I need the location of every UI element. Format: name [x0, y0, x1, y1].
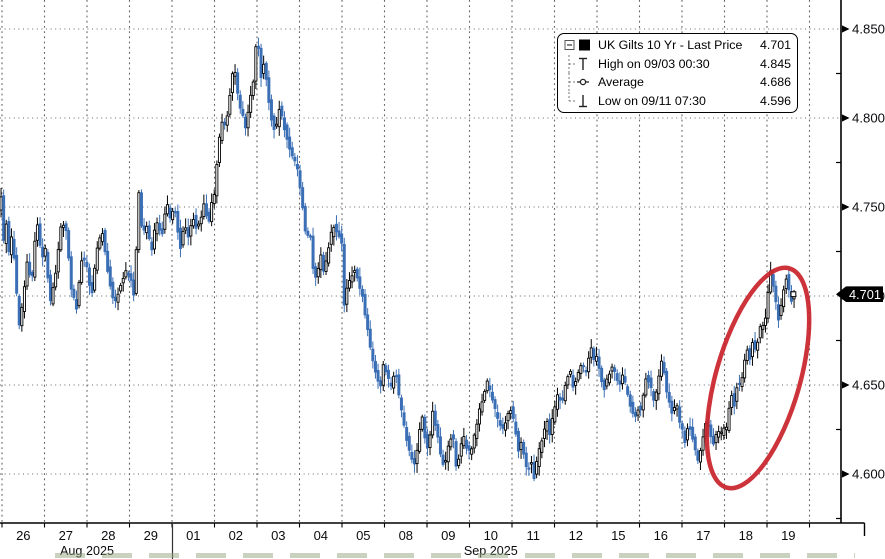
svg-text:01: 01	[186, 528, 200, 543]
average-marker-icon	[568, 73, 589, 92]
axes	[0, 0, 866, 536]
legend-row-average: Average 4.686	[562, 73, 791, 92]
svg-text:28: 28	[101, 528, 115, 543]
y-tick-arrow-icon	[842, 203, 850, 211]
legend-last-price-value: 4.701	[759, 38, 791, 53]
legend-average-label: Average	[598, 75, 644, 90]
legend-box: UK Gilts 10 Yr - Last Price 4.701 High o…	[557, 33, 798, 113]
svg-text:17: 17	[696, 528, 710, 543]
svg-text:03: 03	[271, 528, 285, 543]
candlestick-series	[0, 37, 797, 482]
last-price-badge: 4.701	[836, 286, 883, 302]
legend-series-label: UK Gilts 10 Yr - Last Price	[598, 38, 743, 53]
svg-text:11: 11	[527, 528, 541, 543]
svg-text:10: 10	[484, 528, 498, 543]
svg-text:09: 09	[441, 528, 455, 543]
svg-text:12: 12	[569, 528, 583, 543]
day-gridlines	[1, 0, 811, 523]
legend-row-low: Low on 09/11 07:30 4.596	[562, 91, 791, 110]
highlight-ellipse-annotation	[704, 265, 812, 491]
svg-text:05: 05	[356, 528, 370, 543]
svg-text:4.650: 4.650	[852, 378, 885, 393]
high-marker-icon	[568, 54, 587, 73]
tree-toggle-and-swatch-icon	[564, 39, 590, 51]
svg-text:16: 16	[654, 528, 668, 543]
legend-low-value: 4.596	[759, 93, 791, 108]
svg-text:04: 04	[314, 528, 328, 543]
svg-text:29: 29	[144, 528, 158, 543]
svg-text:26: 26	[16, 528, 30, 543]
legend-row-last-price: UK Gilts 10 Yr - Last Price 4.701	[562, 36, 791, 54]
legend-row-high: High on 09/03 00:30 4.845	[562, 54, 791, 73]
svg-text:4.850: 4.850	[852, 22, 885, 37]
svg-text:4.701: 4.701	[849, 287, 881, 302]
y-tick-arrow-icon	[842, 25, 850, 33]
y-tick-arrow-icon	[842, 470, 850, 478]
series-swatch-icon	[579, 39, 590, 51]
svg-text:4.800: 4.800	[852, 111, 885, 126]
low-marker-icon	[568, 91, 587, 107]
svg-text:4.750: 4.750	[852, 200, 885, 215]
y-tick-arrow-icon	[842, 114, 850, 122]
legend-high-value: 4.845	[759, 56, 791, 71]
legend-low-label: Low on 09/11 07:30	[598, 93, 706, 108]
svg-text:4.600: 4.600	[852, 467, 885, 482]
legend-high-label: High on 09/03 00:30	[598, 56, 710, 71]
svg-text:08: 08	[399, 528, 413, 543]
bottom-edge-artifact	[55, 553, 855, 558]
last-trade-marker	[790, 291, 797, 298]
svg-text:19: 19	[781, 528, 795, 543]
svg-text:15: 15	[611, 528, 625, 543]
svg-text:18: 18	[739, 528, 753, 543]
y-tick-arrow-icon	[842, 381, 850, 389]
legend-average-value: 4.686	[759, 75, 791, 90]
svg-text:27: 27	[59, 528, 73, 543]
legend-tree-toggle[interactable]	[562, 36, 598, 54]
svg-text:02: 02	[229, 528, 243, 543]
